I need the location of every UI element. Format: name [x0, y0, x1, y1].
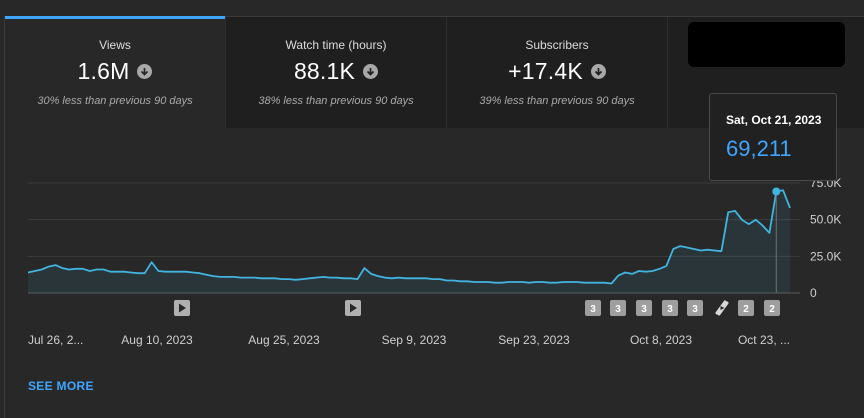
upload-count-marker[interactable]: 3	[585, 300, 601, 316]
tab-value: 1.6M	[77, 58, 130, 84]
tab-views[interactable]: Views 1.6M 30% less than previous 90 day…	[5, 16, 226, 128]
upload-markers: 3 3 3 3 3 2 2	[174, 300, 780, 316]
chart-tooltip: Sat, Oct 21, 2023 69,211	[709, 93, 837, 181]
series-line	[27, 189, 791, 285]
y-tick-label: 50.0K	[810, 213, 841, 227]
upload-count-marker[interactable]: 3	[662, 300, 678, 316]
chart-grid	[28, 182, 800, 294]
tab-comparison: 30% less than previous 90 days	[37, 95, 193, 107]
marker-box	[662, 300, 678, 316]
shorts-play	[720, 306, 725, 310]
marker-box	[687, 300, 703, 316]
marker-box	[610, 300, 626, 316]
tab-comparison: 39% less than previous 90 days	[479, 95, 635, 107]
tab-label: Views	[99, 38, 131, 52]
marker-count: 3	[615, 304, 621, 315]
tab-value: 88.1K	[293, 58, 356, 84]
x-tick-label: Aug 25, 2023	[248, 333, 320, 347]
marker-count: 3	[590, 304, 596, 315]
x-tick-label: Aug 10, 2023	[121, 333, 193, 347]
marker-box	[738, 300, 754, 316]
upload-count-marker[interactable]: 3	[610, 300, 626, 316]
y-tick-label: 0	[810, 286, 817, 300]
x-axis: Jul 26, 2... Aug 10, 2023 Aug 25, 2023 Sep …	[28, 333, 790, 347]
upload-count-marker[interactable]: 2	[764, 300, 780, 316]
y-tick-label: 25.0K	[810, 249, 841, 263]
arrow-down-icon	[363, 64, 379, 79]
marker-count: 3	[641, 304, 647, 315]
shorts-icon[interactable]	[715, 300, 729, 316]
arrow-down-icon	[590, 64, 606, 79]
marker-box	[585, 300, 601, 316]
tab-watch-time[interactable]: Watch time (hours) 88.1K 38% less than p…	[226, 17, 447, 128]
tooltip-date: Sat, Oct 21, 2023	[726, 113, 822, 127]
x-tick-label: Jul 26, 2...	[28, 333, 83, 347]
upload-count-marker[interactable]: 2	[738, 300, 754, 316]
tooltip-value: 69,211	[726, 136, 792, 161]
upload-count-marker[interactable]: 3	[636, 300, 652, 316]
x-tick-label: Oct 23, ...	[738, 333, 790, 347]
x-tick-label: Sep 23, 2023	[498, 333, 570, 347]
x-tick-label: Sep 9, 2023	[382, 333, 447, 347]
tab-comparison: 38% less than previous 90 days	[258, 95, 414, 107]
marker-box	[764, 300, 780, 316]
marker-count: 3	[692, 304, 698, 315]
active-tab-indicator	[5, 16, 225, 19]
play-icon	[350, 303, 357, 313]
see-more-link[interactable]: SEE MORE	[28, 379, 94, 393]
marker-box	[636, 300, 652, 316]
hover-point	[772, 187, 781, 196]
tab-label: Subscribers	[525, 38, 589, 52]
marker-count: 3	[667, 304, 673, 315]
redacted-metric	[688, 22, 845, 67]
tab-subscribers[interactable]: Subscribers +17.4K 39% less than previou…	[447, 17, 668, 128]
upload-count-marker[interactable]: 3	[687, 300, 703, 316]
tab-label: Watch time (hours)	[285, 38, 387, 52]
video-marker[interactable]	[345, 300, 361, 316]
x-tick-label: Oct 8, 2023	[630, 333, 692, 347]
arrow-down-icon	[137, 64, 153, 79]
marker-count: 2	[743, 304, 749, 315]
series-area	[28, 190, 790, 293]
tab-value: +17.4K	[508, 58, 583, 84]
video-marker[interactable]	[174, 300, 190, 316]
marker-count: 2	[769, 304, 775, 315]
play-icon	[179, 303, 186, 313]
